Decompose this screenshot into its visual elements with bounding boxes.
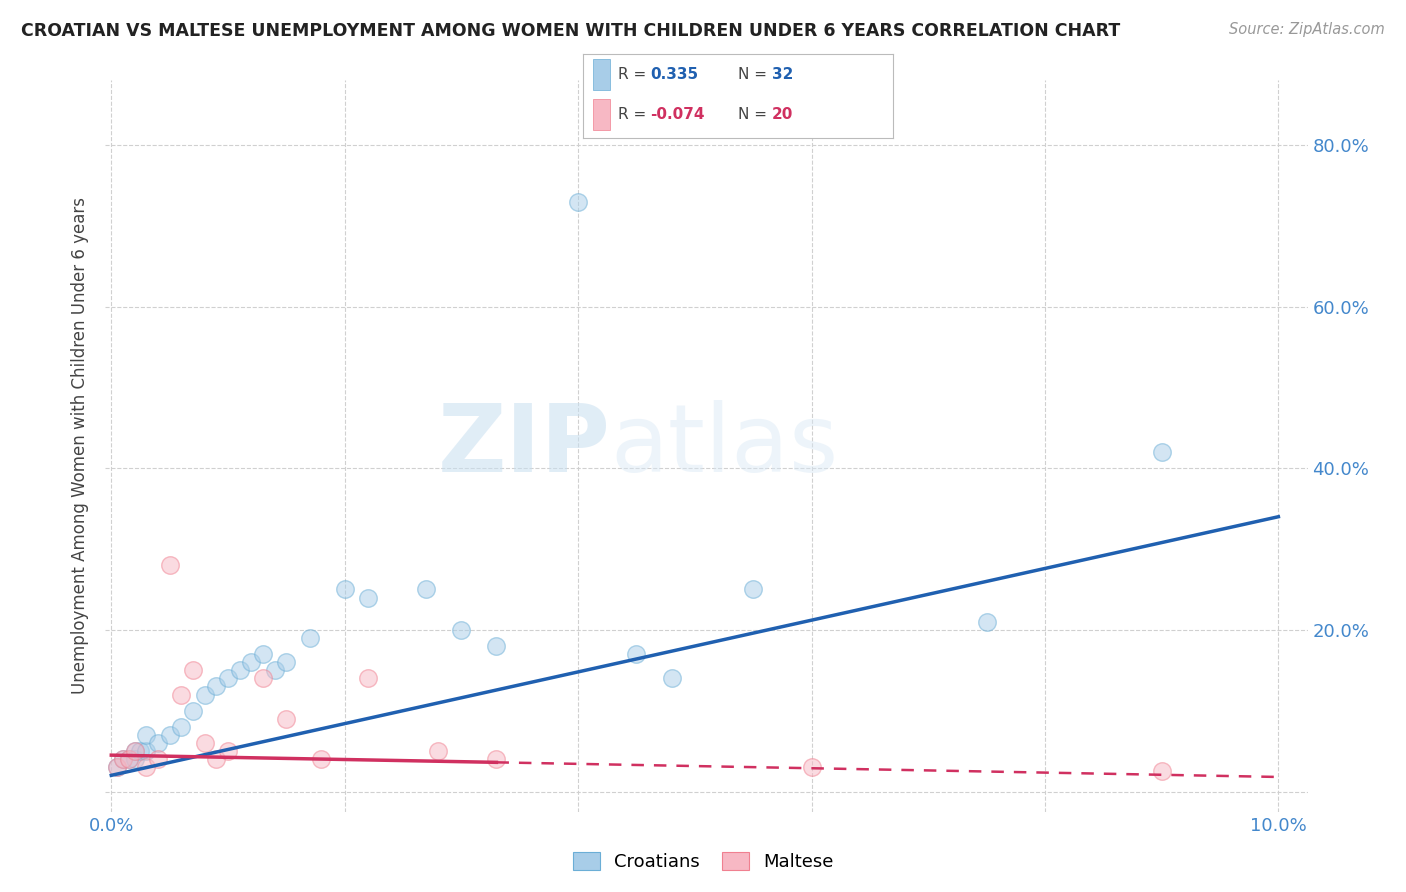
Point <box>800 760 823 774</box>
Point <box>194 688 217 702</box>
Text: -0.074: -0.074 <box>650 107 704 122</box>
Legend: Croatians, Maltese: Croatians, Maltese <box>565 845 841 879</box>
Point <box>135 760 157 774</box>
Text: 0.335: 0.335 <box>650 67 699 82</box>
Point <box>159 558 181 573</box>
Point <box>124 744 146 758</box>
Text: CROATIAN VS MALTESE UNEMPLOYMENT AMONG WOMEN WITH CHILDREN UNDER 6 YEARS CORRELA: CROATIAN VS MALTESE UNEMPLOYMENT AMONG W… <box>21 22 1121 40</box>
Point <box>252 671 274 685</box>
Point <box>661 671 683 685</box>
Point <box>118 752 141 766</box>
Point <box>311 752 333 766</box>
Point <box>276 712 298 726</box>
Text: 32: 32 <box>772 67 793 82</box>
Point <box>357 591 380 605</box>
Text: 20: 20 <box>772 107 793 122</box>
Point <box>217 671 239 685</box>
Point <box>146 736 169 750</box>
Point <box>181 663 204 677</box>
Point <box>217 744 239 758</box>
Point <box>205 752 228 766</box>
Point <box>252 647 274 661</box>
Point <box>111 752 134 766</box>
Text: N =: N = <box>738 107 772 122</box>
Point <box>626 647 648 661</box>
Point <box>976 615 998 629</box>
Point <box>333 582 356 597</box>
Bar <box>593 60 610 90</box>
Point <box>118 752 141 766</box>
Point <box>298 631 321 645</box>
Point <box>111 752 134 766</box>
Point <box>415 582 437 597</box>
Point <box>170 720 193 734</box>
Point <box>124 744 146 758</box>
Text: Source: ZipAtlas.com: Source: ZipAtlas.com <box>1229 22 1385 37</box>
Point <box>170 688 193 702</box>
Text: R =: R = <box>617 67 651 82</box>
Text: atlas: atlas <box>610 400 838 492</box>
Point <box>427 744 450 758</box>
Point <box>135 728 157 742</box>
Bar <box>593 99 610 130</box>
Point <box>194 736 217 750</box>
Point <box>567 194 589 209</box>
Point <box>357 671 380 685</box>
Point <box>205 680 228 694</box>
Text: ZIP: ZIP <box>437 400 610 492</box>
Text: R =: R = <box>617 107 651 122</box>
Point <box>159 728 181 742</box>
Point <box>129 744 152 758</box>
Point <box>276 655 298 669</box>
Point <box>263 663 285 677</box>
Point <box>1150 445 1173 459</box>
Point <box>105 760 128 774</box>
Point <box>1150 764 1173 779</box>
Point <box>228 663 250 677</box>
Point <box>146 752 169 766</box>
Y-axis label: Unemployment Among Women with Children Under 6 years: Unemployment Among Women with Children U… <box>72 197 90 695</box>
Point <box>124 752 146 766</box>
Point <box>742 582 765 597</box>
Point <box>485 752 508 766</box>
Point <box>485 639 508 653</box>
Point <box>105 760 128 774</box>
Text: N =: N = <box>738 67 772 82</box>
Point <box>240 655 263 669</box>
Point <box>181 704 204 718</box>
Point <box>450 623 472 637</box>
Point <box>135 744 157 758</box>
